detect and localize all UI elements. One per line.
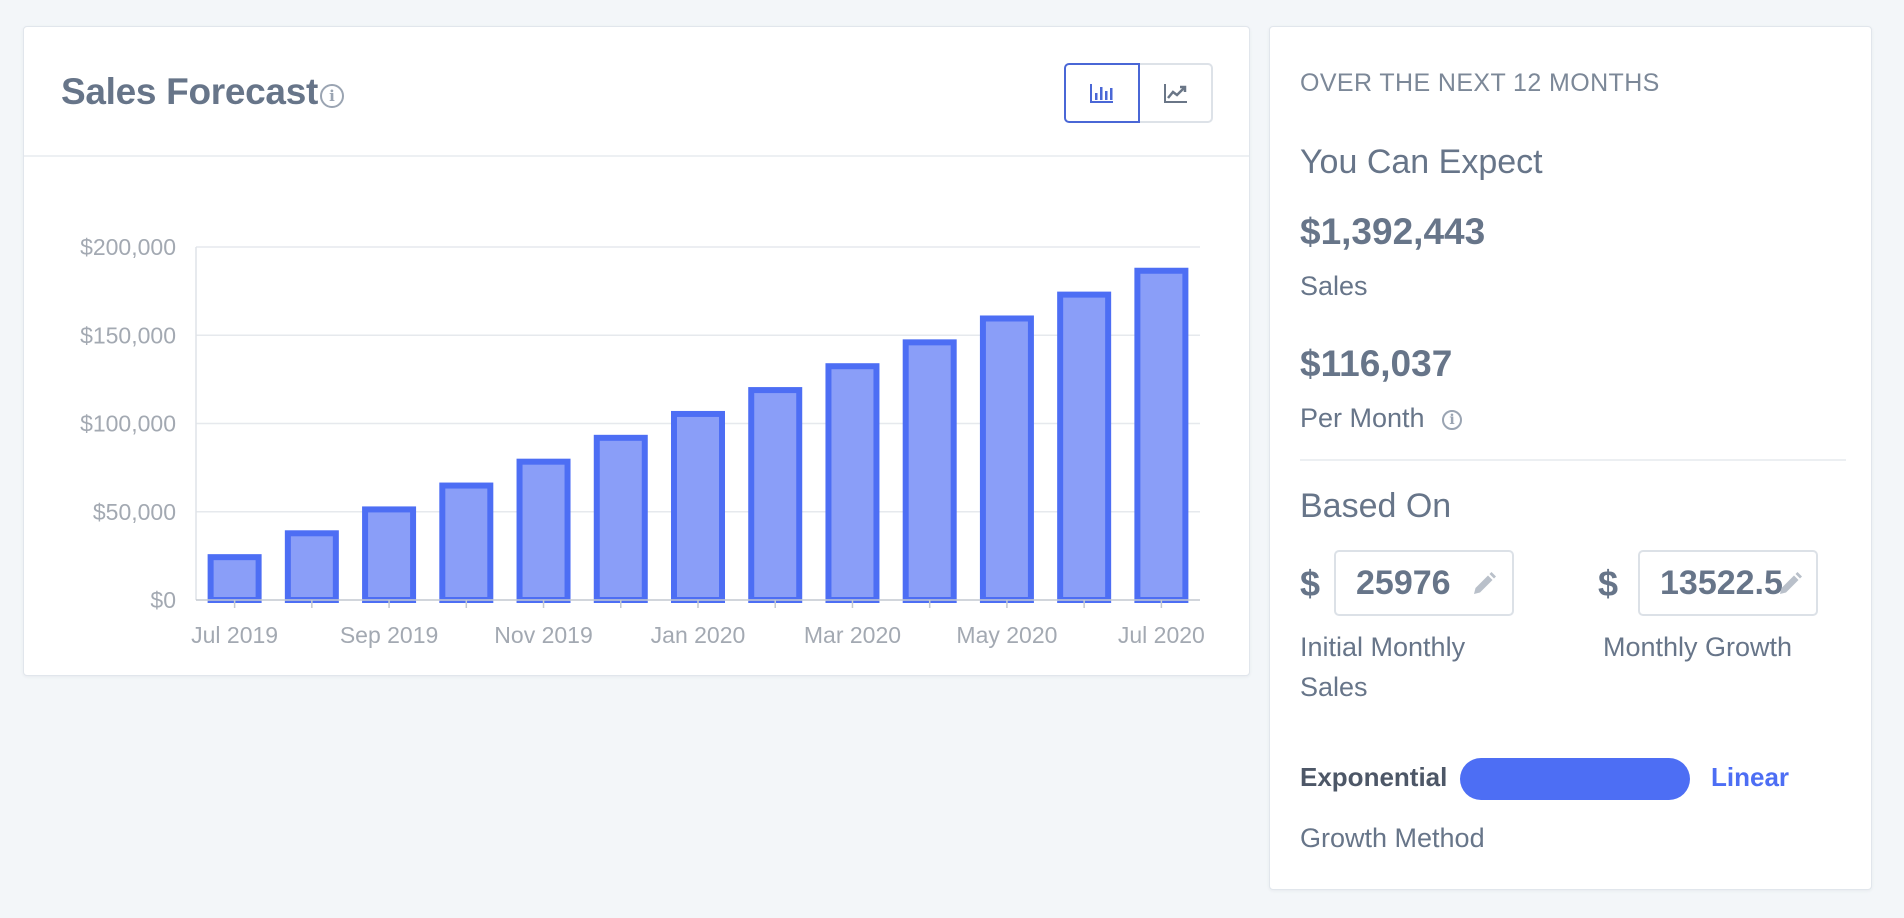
x-tick-label: Jul 2019 bbox=[191, 622, 278, 648]
chart-card-header: Sales Forecast i bbox=[24, 27, 1249, 157]
x-tick-label: May 2020 bbox=[956, 622, 1057, 648]
chart-axes: $0 $50,000 $100,000 $150,000 $200,000 Jul 201… bbox=[80, 234, 1205, 648]
total-sales-label: Sales bbox=[1300, 271, 1368, 301]
expect-heading: You Can Expect bbox=[1300, 143, 1543, 181]
currency-symbol: $ bbox=[1300, 563, 1321, 604]
x-tick-label: Nov 2019 bbox=[494, 622, 592, 648]
bar-apr-2020 bbox=[902, 339, 957, 603]
per-month-value: $116,037 bbox=[1300, 343, 1453, 384]
line-chart-view-button[interactable] bbox=[1138, 63, 1213, 123]
total-sales-value: $1,392,443 bbox=[1300, 211, 1486, 252]
info-icon[interactable]: i bbox=[320, 84, 344, 108]
bar-chart-view-button[interactable] bbox=[1064, 63, 1140, 123]
y-tick-label: $0 bbox=[150, 587, 176, 613]
growth-method-label: Growth Method bbox=[1300, 823, 1485, 853]
x-tick-label: Jul 2020 bbox=[1118, 622, 1205, 648]
y-tick-label: $200,000 bbox=[80, 234, 176, 260]
chart-bars bbox=[207, 267, 1189, 604]
line-chart-icon bbox=[1163, 84, 1187, 103]
exponential-option[interactable]: Exponential bbox=[1300, 762, 1448, 792]
bar-chart-icon bbox=[1090, 84, 1113, 103]
bar-aug-2019 bbox=[284, 530, 339, 604]
bar-jul-2020 bbox=[1134, 267, 1189, 603]
per-month-label: Per Month bbox=[1300, 403, 1425, 433]
card-title: Sales Forecast bbox=[61, 71, 319, 112]
bar-jun-2020 bbox=[1057, 291, 1112, 603]
forecast-summary-card: OVER THE NEXT 12 MONTHS You Can Expect $… bbox=[1269, 26, 1872, 890]
bar-oct-2019 bbox=[439, 482, 494, 603]
sales-forecast-card: Sales Forecast i $0 $50,000 $100,000 $150,0… bbox=[23, 26, 1250, 676]
monthly-growth-field[interactable] bbox=[1638, 550, 1818, 616]
pencil-icon bbox=[1780, 572, 1802, 594]
pencil-icon bbox=[1474, 572, 1496, 594]
bar-nov-2019 bbox=[516, 458, 571, 603]
bar-jul-2019 bbox=[207, 554, 262, 604]
bar-feb-2020 bbox=[748, 387, 803, 603]
y-tick-label: $100,000 bbox=[80, 411, 176, 437]
x-tick-label: Mar 2020 bbox=[804, 622, 901, 648]
y-tick-label: $150,000 bbox=[80, 322, 176, 348]
info-icon[interactable]: i bbox=[1442, 410, 1462, 430]
initial-sales-label: Initial Monthly Sales bbox=[1300, 632, 1466, 702]
bar-sep-2019 bbox=[362, 506, 417, 603]
x-tick-label: Sep 2019 bbox=[340, 622, 438, 648]
divider bbox=[1300, 459, 1846, 461]
bar-dec-2019 bbox=[593, 434, 648, 604]
period-label: OVER THE NEXT 12 MONTHS bbox=[1300, 69, 1660, 97]
currency-symbol: $ bbox=[1598, 563, 1619, 604]
initial-sales-field[interactable] bbox=[1334, 550, 1514, 616]
linear-option[interactable]: Linear bbox=[1711, 762, 1790, 792]
monthly-growth-label: Monthly Growth bbox=[1603, 632, 1793, 662]
based-on-heading: Based On bbox=[1300, 487, 1452, 525]
y-tick-label: $50,000 bbox=[93, 499, 176, 525]
x-tick-label: Jan 2020 bbox=[651, 622, 746, 648]
bar-mar-2020 bbox=[825, 363, 880, 603]
bar-may-2020 bbox=[979, 315, 1034, 604]
growth-method-toggle[interactable] bbox=[1460, 758, 1690, 800]
sales-bar-chart: $0 $50,000 $100,000 $150,000 $200,000 Jul 201… bbox=[80, 234, 1205, 648]
bar-jan-2020 bbox=[671, 410, 725, 604]
